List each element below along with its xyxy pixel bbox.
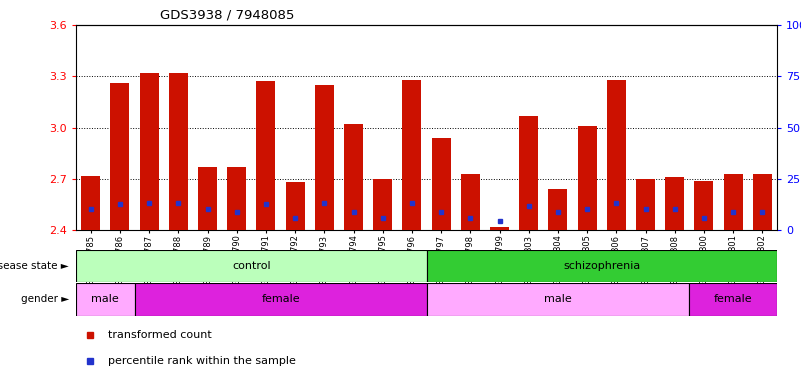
Bar [753, 174, 772, 230]
Bar [344, 124, 363, 230]
Bar [81, 175, 100, 230]
Bar [198, 167, 217, 230]
Bar [427, 250, 777, 282]
Bar [315, 85, 334, 230]
Bar [549, 189, 567, 230]
Bar [373, 179, 392, 230]
Bar [694, 181, 714, 230]
Bar [139, 73, 159, 230]
Text: gender ►: gender ► [21, 294, 69, 305]
Bar [111, 83, 130, 230]
Bar [690, 283, 777, 316]
Text: transformed count: transformed count [107, 329, 211, 339]
Bar [578, 126, 597, 230]
Bar [607, 80, 626, 230]
Text: control: control [232, 261, 271, 271]
Bar [169, 73, 187, 230]
Text: male: male [91, 294, 119, 305]
Bar [286, 182, 304, 230]
Bar [666, 177, 684, 230]
Bar [636, 179, 655, 230]
Text: GDS3938 / 7948085: GDS3938 / 7948085 [160, 9, 295, 22]
Bar [519, 116, 538, 230]
Bar [135, 283, 427, 316]
Text: male: male [544, 294, 572, 305]
Bar [427, 283, 690, 316]
Text: percentile rank within the sample: percentile rank within the sample [107, 356, 296, 366]
Text: disease state ►: disease state ► [0, 261, 69, 271]
Text: female: female [714, 294, 752, 305]
Text: female: female [261, 294, 300, 305]
Bar [76, 283, 135, 316]
Bar [490, 227, 509, 230]
Bar [432, 138, 451, 230]
Bar [402, 80, 421, 230]
Bar [227, 167, 246, 230]
Bar [256, 81, 276, 230]
Bar [76, 250, 427, 282]
Bar [723, 174, 743, 230]
Bar [461, 174, 480, 230]
Text: schizophrenia: schizophrenia [563, 261, 640, 271]
